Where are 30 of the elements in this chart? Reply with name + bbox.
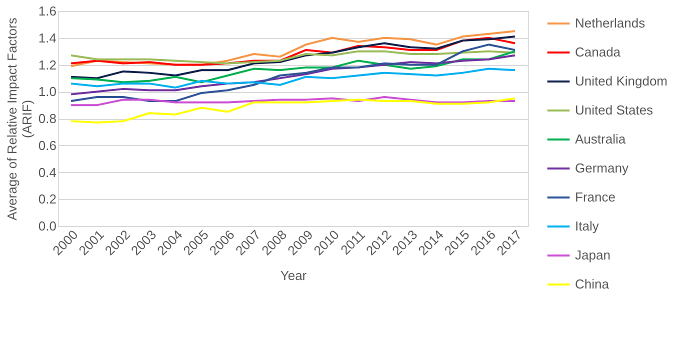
line-series bbox=[70, 44, 516, 102]
legend-label: Germany bbox=[575, 160, 629, 176]
legend-label: Canada bbox=[575, 44, 622, 60]
y-tick-label: 1.0 bbox=[38, 84, 56, 100]
line-series bbox=[70, 68, 516, 89]
y-tick-label: 0.6 bbox=[38, 138, 56, 153]
legend-label: Netherlands bbox=[575, 16, 646, 30]
legend-label: United States bbox=[575, 102, 654, 118]
line-series bbox=[70, 96, 516, 106]
legend-label: United Kingdom bbox=[575, 74, 668, 88]
y-tick-label: 0.2 bbox=[38, 192, 56, 207]
y-tick-label: 1.2 bbox=[38, 57, 56, 72]
y-tick-label: 1.6 bbox=[38, 4, 56, 18]
legend-label: China bbox=[575, 276, 610, 292]
line-series bbox=[70, 50, 516, 64]
legend-label: France bbox=[575, 190, 616, 204]
legend-label: Japan bbox=[575, 248, 610, 262]
y-axis-title: Average of Relative Impact Factors (ARIF) bbox=[4, 17, 34, 220]
y-tick-label: 0.8 bbox=[38, 111, 56, 126]
line-series bbox=[70, 54, 516, 96]
y-tick-label: 0.0 bbox=[38, 218, 56, 234]
legend-label: Italy bbox=[575, 218, 600, 234]
x-axis-title: Year bbox=[280, 268, 308, 284]
line-series bbox=[70, 36, 516, 66]
y-tick-label: 1.4 bbox=[38, 30, 56, 46]
line-series bbox=[70, 50, 516, 84]
line-series bbox=[70, 97, 516, 124]
y-tick-label: 0.4 bbox=[38, 164, 56, 180]
line-series bbox=[70, 36, 516, 80]
legend-label: Australia bbox=[575, 132, 626, 146]
